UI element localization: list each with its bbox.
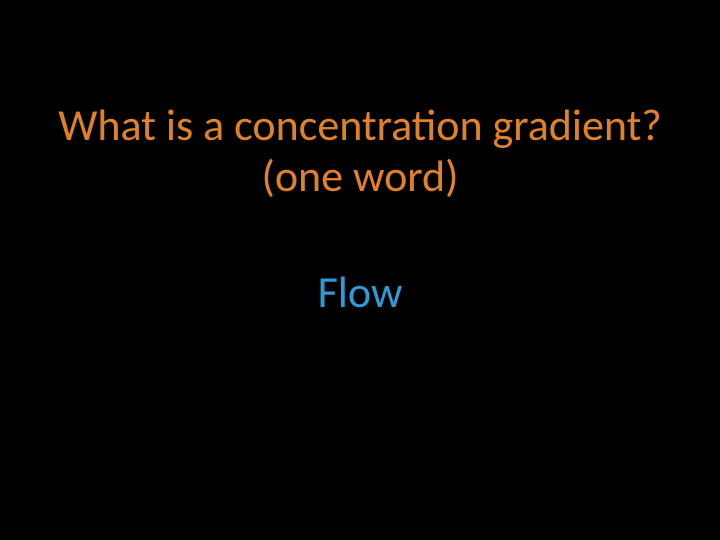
answer-text: Flow bbox=[0, 268, 720, 316]
slide: What is a concentration gradient? (one w… bbox=[0, 0, 720, 540]
question-line-2: (one word) bbox=[0, 151, 720, 202]
question-text: What is a concentration gradient? (one w… bbox=[0, 100, 720, 201]
question-line-1: What is a concentration gradient? bbox=[0, 100, 720, 151]
